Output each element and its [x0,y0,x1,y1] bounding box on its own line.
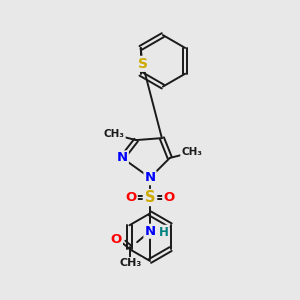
Text: O: O [126,191,137,204]
Text: O: O [111,233,122,246]
Text: CH₃: CH₃ [104,129,125,139]
Text: CH₃: CH₃ [119,258,141,268]
Text: N: N [144,171,156,184]
Text: H: H [159,226,169,239]
Text: S: S [138,57,148,71]
Text: CH₃: CH₃ [181,147,202,157]
Text: N: N [117,152,128,164]
Text: N: N [144,225,156,238]
Text: S: S [145,190,155,205]
Text: O: O [163,191,174,204]
